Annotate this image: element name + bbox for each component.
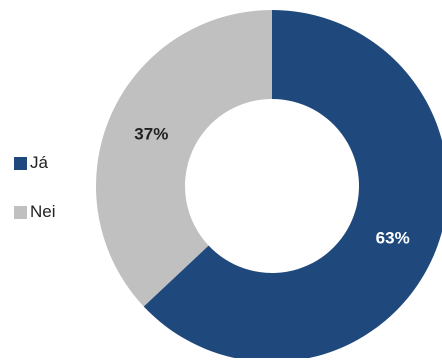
slice-labels-group: 63% 37% — [134, 124, 409, 247]
legend-swatch-ja — [14, 156, 27, 170]
slices-group — [95, 9, 442, 362]
slice-j- — [143, 10, 442, 362]
legend-item-nei: Nei — [14, 202, 56, 222]
legend-label-ja: Já — [30, 153, 48, 172]
slice-label-0: 63% — [376, 229, 410, 248]
legend-label-nei: Nei — [30, 202, 56, 221]
legend-swatch-nei — [14, 205, 27, 219]
legend-item-ja: Já — [14, 153, 56, 173]
legend: Já Nei — [14, 153, 56, 222]
slice-nei — [95, 9, 272, 307]
slice-label-1: 37% — [134, 124, 168, 143]
